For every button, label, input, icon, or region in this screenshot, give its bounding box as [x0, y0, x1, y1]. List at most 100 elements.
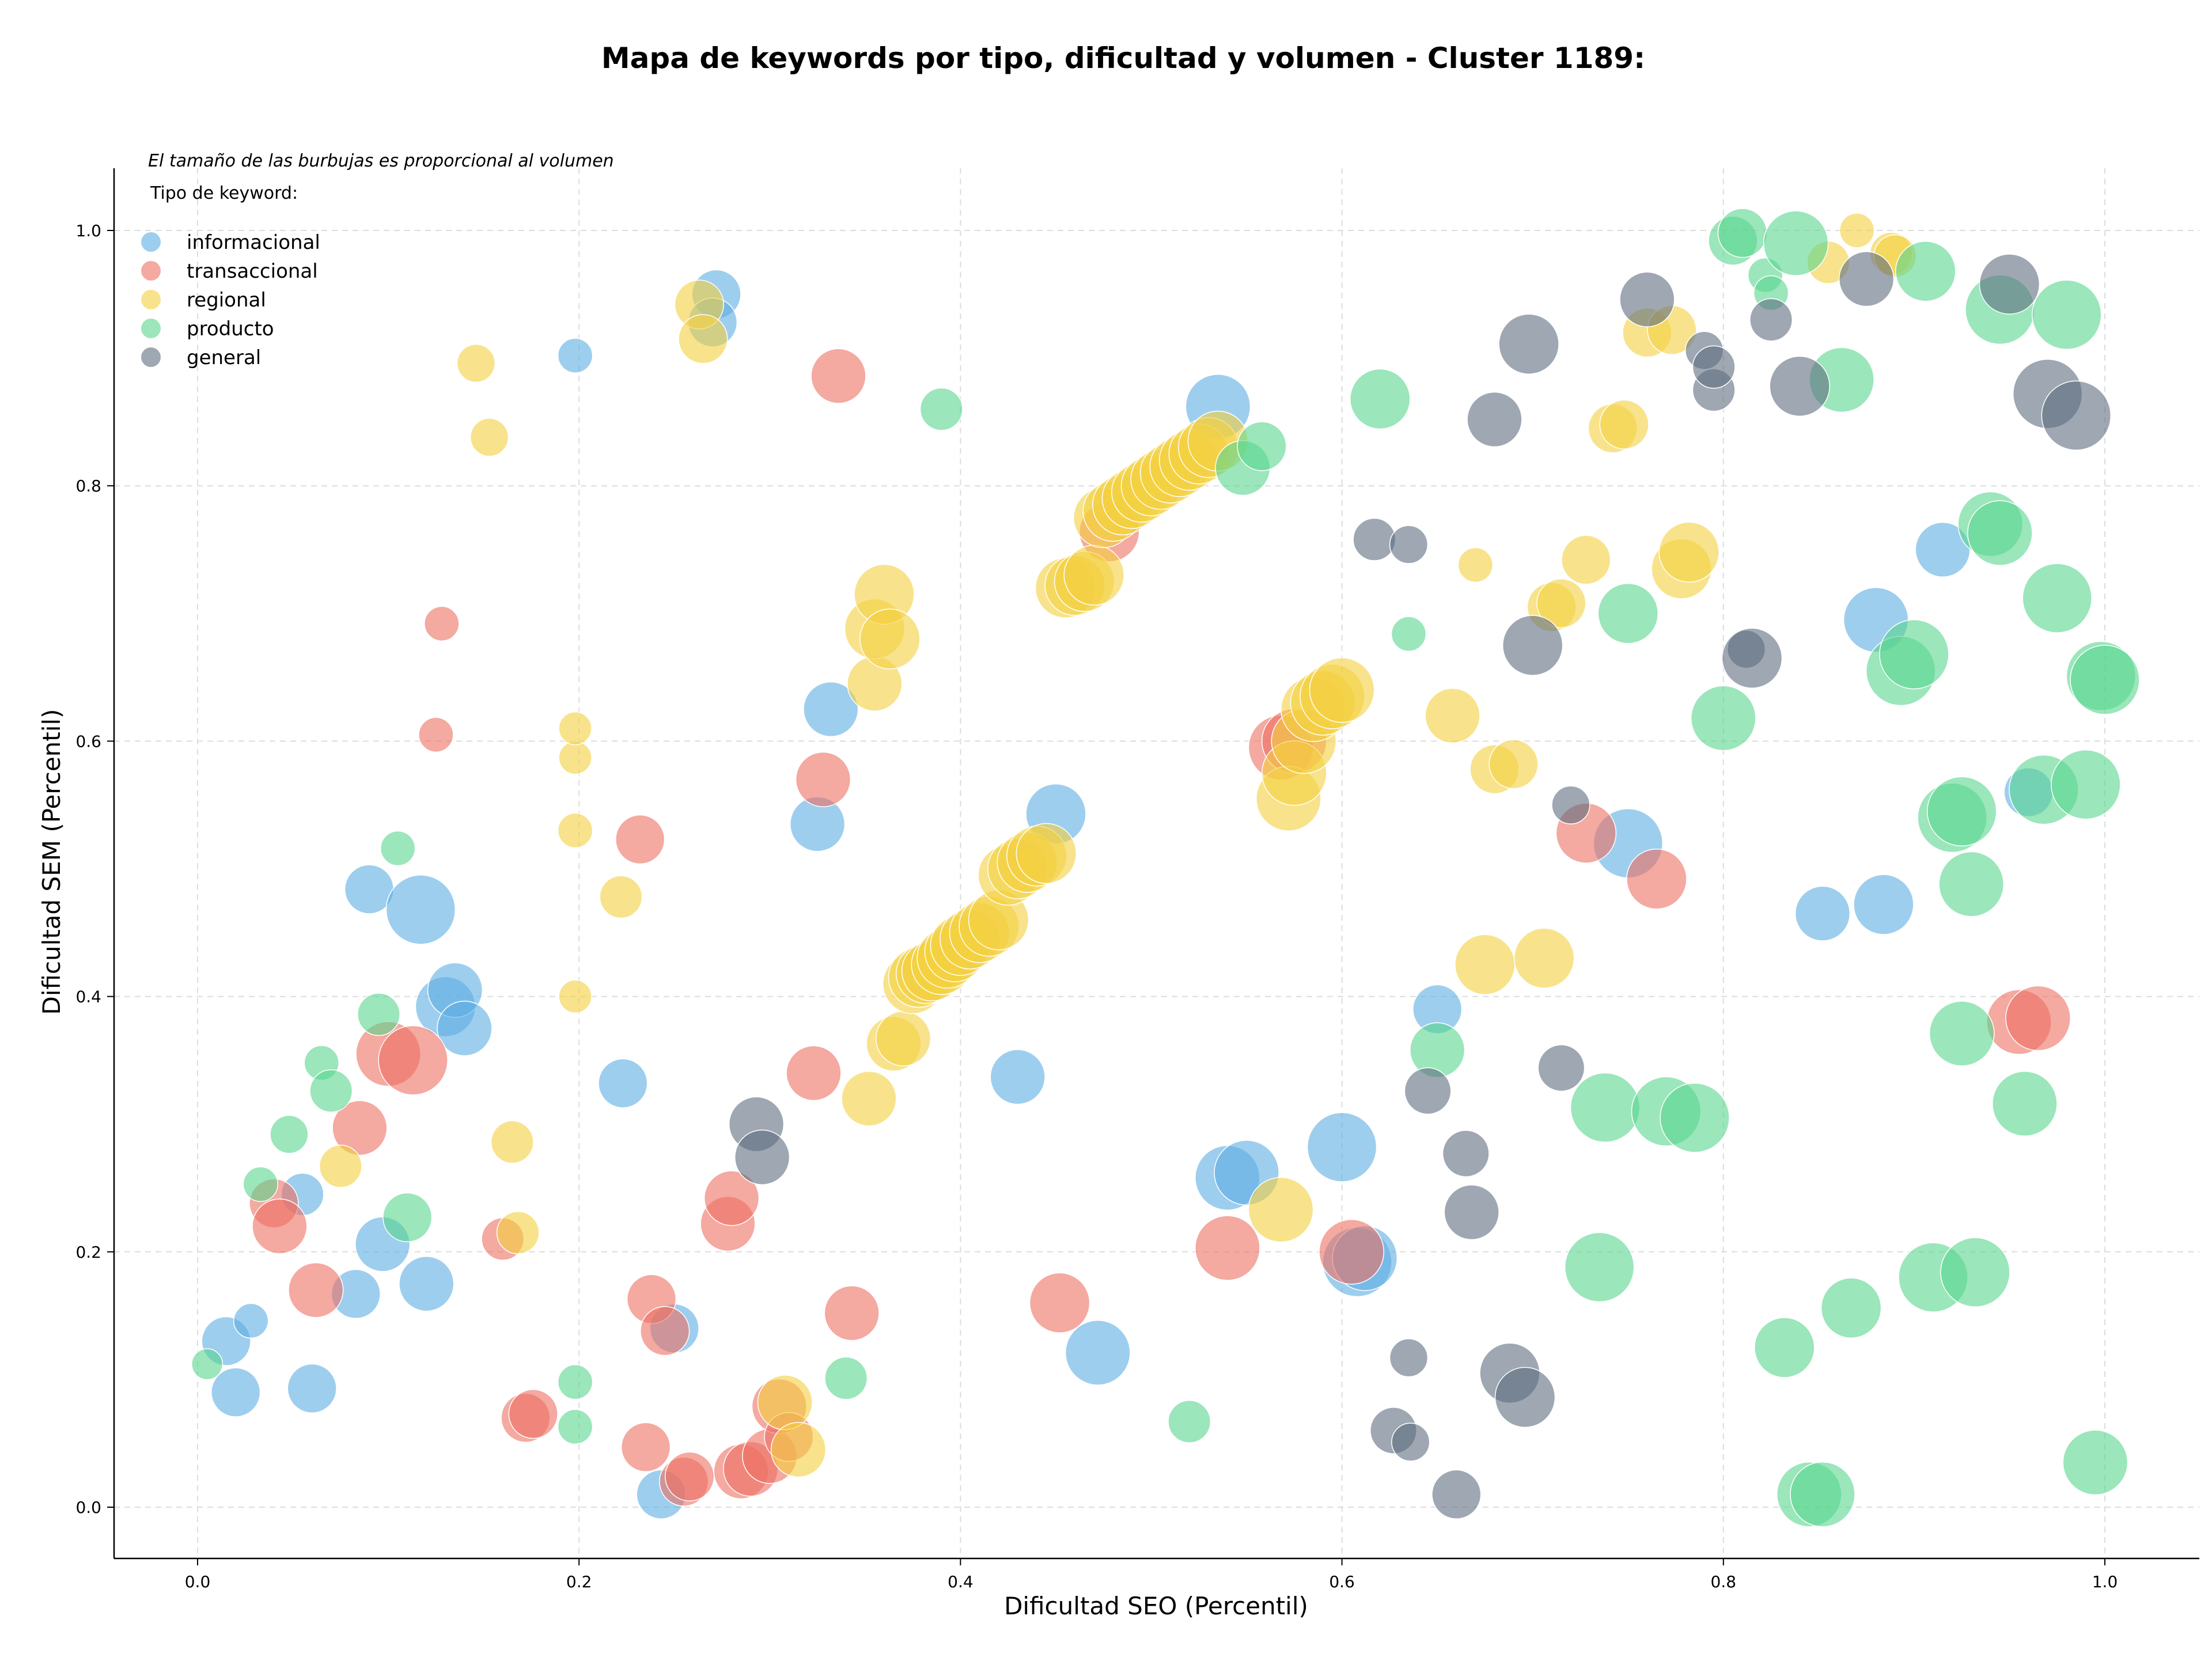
- data-point-regional: [1536, 578, 1586, 629]
- data-point-producto: [1168, 1400, 1211, 1443]
- data-point-regional: [770, 1422, 827, 1478]
- data-point-general: [1838, 251, 1895, 307]
- data-point-regional: [319, 1144, 362, 1188]
- data-point-informacional: [1853, 874, 1914, 935]
- data-point-producto: [2051, 749, 2121, 820]
- legend-label-general: general: [187, 346, 261, 369]
- data-point-general: [1692, 345, 1736, 389]
- legend-marker-informacional: [141, 232, 161, 252]
- data-point-producto: [1564, 1232, 1635, 1303]
- data-point-regional: [490, 1120, 534, 1164]
- data-point-general: [1769, 355, 1830, 417]
- data-point-producto: [243, 1166, 279, 1202]
- y-tick-label: 0.8: [75, 476, 101, 495]
- data-point-producto: [1926, 776, 1997, 847]
- data-point-general: [1721, 627, 1783, 689]
- data-point-general: [1537, 1044, 1585, 1092]
- data-point-informacional: [385, 875, 456, 945]
- data-point-informacional: [557, 338, 593, 373]
- data-point-transaccional: [640, 1306, 690, 1356]
- data-point-transaccional: [252, 1198, 308, 1254]
- data-point-producto: [1754, 1317, 1815, 1378]
- legend: El tamaño de las burbujas es proporciona…: [141, 151, 614, 369]
- data-point-producto: [1597, 583, 1659, 644]
- data-point-producto: [2070, 645, 2140, 715]
- data-point-informacional: [803, 681, 859, 737]
- data-point-producto: [1940, 1237, 2010, 1308]
- data-point-informacional: [990, 1049, 1046, 1105]
- y-tick-label: 0.0: [75, 1498, 101, 1517]
- data-point-regional: [1309, 657, 1375, 723]
- data-point-regional: [1457, 547, 1494, 583]
- data-point-regional: [841, 1070, 897, 1127]
- data-point-transaccional: [703, 1170, 760, 1226]
- data-point-transaccional: [665, 1451, 715, 1501]
- data-point-regional: [1599, 399, 1649, 449]
- legend-label-transaccional: transaccional: [187, 260, 318, 283]
- data-point-producto: [1410, 1022, 1465, 1078]
- legend-label-producto: producto: [187, 317, 274, 340]
- data-point-producto: [2032, 279, 2102, 350]
- data-point-regional: [456, 343, 496, 383]
- data-point-regional: [558, 711, 592, 746]
- data-point-producto: [1237, 421, 1287, 471]
- data-point-producto: [357, 993, 400, 1036]
- data-point-informacional: [399, 1256, 454, 1312]
- data-point-producto: [1717, 208, 1768, 258]
- data-point-general: [1444, 1184, 1499, 1240]
- data-point-regional: [469, 418, 509, 457]
- data-point-general: [1749, 298, 1793, 342]
- data-point-regional: [1248, 1176, 1314, 1243]
- data-point-informacional: [437, 1000, 493, 1057]
- data-point-regional: [557, 812, 593, 849]
- data-point-transaccional: [810, 348, 866, 404]
- x-tick-label: 0.2: [566, 1572, 592, 1591]
- data-point-transaccional: [418, 717, 454, 753]
- series-regional: [319, 213, 1917, 1478]
- data-point-transaccional: [1029, 1272, 1090, 1334]
- data-point-general: [1494, 1367, 1556, 1428]
- data-point-producto: [919, 387, 963, 431]
- data-point-producto: [1350, 368, 1411, 430]
- y-axis-ticks: 0.0 0.2 0.4 0.6 0.8 1.0: [75, 221, 114, 1517]
- data-point-producto: [1391, 616, 1427, 652]
- data-point-transaccional: [424, 606, 460, 642]
- series-general: [728, 251, 2112, 1519]
- legend-marker-transaccional: [141, 261, 161, 281]
- x-tick-label: 0.0: [185, 1572, 211, 1591]
- legend-label-regional: regional: [187, 289, 266, 312]
- data-point-transaccional: [786, 1045, 842, 1101]
- data-point-producto: [1763, 210, 1829, 277]
- data-point-general: [1389, 1338, 1429, 1378]
- data-point-regional: [859, 608, 921, 669]
- data-point-regional: [1839, 213, 1875, 248]
- data-point-regional: [599, 875, 643, 919]
- x-axis-label: Dificultad SEO (Percentil): [1004, 1592, 1308, 1620]
- data-point-general: [1979, 253, 2040, 315]
- data-point-transaccional: [2005, 985, 2071, 1051]
- data-point-informacional: [1794, 886, 1851, 941]
- bubbles-layer: [191, 208, 2140, 1527]
- data-point-producto: [1879, 619, 1949, 690]
- data-point-producto: [2022, 563, 2092, 633]
- y-axis-label: Dificultad SEM (Percentil): [37, 709, 66, 1015]
- x-tick-label: 0.4: [948, 1572, 974, 1591]
- data-point-producto: [1660, 1083, 1730, 1153]
- data-point-regional: [558, 979, 592, 1013]
- data-point-producto: [1790, 1461, 1855, 1527]
- x-tick-label: 0.8: [1711, 1572, 1737, 1591]
- axes: [113, 168, 2199, 1560]
- data-point-transaccional: [332, 1100, 388, 1156]
- data-point-regional: [1455, 934, 1516, 995]
- data-point-informacional: [211, 1367, 261, 1417]
- data-point-producto: [1570, 1072, 1641, 1143]
- data-point-transaccional: [615, 814, 665, 865]
- data-point-regional: [558, 740, 592, 775]
- data-point-general: [1391, 1422, 1430, 1462]
- data-point-regional: [678, 314, 728, 364]
- bubble-size-note: El tamaño de las burbujas es proporciona…: [148, 151, 614, 171]
- data-point-transaccional: [1626, 848, 1687, 910]
- x-tick-label: 1.0: [2092, 1572, 2118, 1591]
